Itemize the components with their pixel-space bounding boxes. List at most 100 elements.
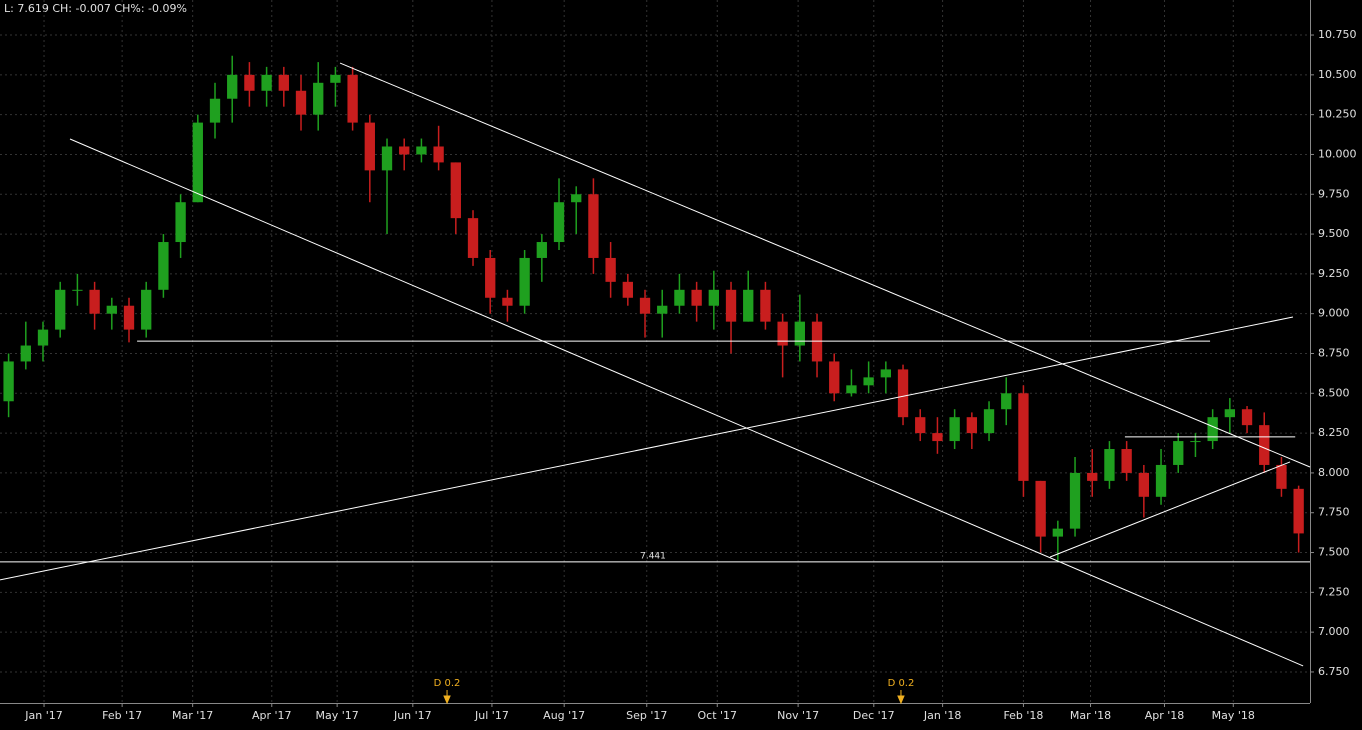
event-marker (443, 690, 451, 705)
candle-body (1155, 464, 1167, 497)
x-tick-label: Sep '17 (626, 709, 667, 722)
candle-body (622, 281, 633, 298)
x-tick-label: Apr '18 (1145, 709, 1185, 722)
y-tick-label: 7.750 (1318, 506, 1350, 519)
candle-body (1224, 409, 1236, 418)
candle-body (3, 361, 14, 402)
candle-body (227, 74, 238, 99)
x-tick-label: Feb '18 (1003, 709, 1043, 722)
x-tick-label: Apr '17 (252, 709, 292, 722)
candle-body (777, 321, 788, 346)
trend-line (69, 138, 1304, 667)
candle-body (55, 289, 66, 330)
candle-body (571, 194, 582, 203)
candle-body (37, 329, 49, 346)
candle-body (966, 417, 977, 434)
candle-body (141, 289, 152, 330)
event-label: D 0.2 (434, 678, 461, 689)
candle-body (605, 257, 616, 282)
candle-body (1293, 488, 1304, 534)
candle-body (880, 369, 891, 378)
candle-body (106, 305, 117, 314)
x-tick-label: Jan '17 (24, 709, 62, 722)
y-tick-label: 7.250 (1318, 585, 1350, 598)
y-tick-label: 9.250 (1318, 267, 1350, 280)
candle-body (467, 218, 479, 258)
candle-body (416, 146, 427, 155)
candle-body (897, 369, 909, 418)
candle-body (244, 74, 255, 91)
candle-body (1001, 393, 1012, 410)
y-tick-label: 8.000 (1318, 466, 1350, 479)
candle-body (89, 289, 100, 314)
candle-body (330, 74, 341, 83)
horizontal-line-label: 7.441 (640, 551, 666, 561)
candle-body (158, 242, 169, 290)
trend-line (0, 316, 1294, 581)
candle-body (209, 98, 221, 123)
trend-line (1049, 461, 1291, 558)
candle-body (381, 146, 393, 171)
candle-body (450, 162, 461, 219)
candle-body (725, 289, 737, 322)
candle-body (794, 321, 805, 346)
candle-body (295, 90, 307, 115)
candle-body (1259, 425, 1270, 465)
candle-body (863, 377, 874, 386)
candle-body (261, 74, 272, 91)
candle-body (313, 82, 324, 115)
x-tick-label: Nov '17 (777, 709, 819, 722)
candle-body (364, 122, 375, 171)
y-tick-label: 7.500 (1318, 546, 1350, 559)
candle-body (20, 345, 31, 362)
y-tick-label: 8.250 (1318, 426, 1350, 439)
candle-body (1035, 480, 1046, 537)
candle-body (278, 74, 289, 91)
y-tick-label: 8.750 (1318, 346, 1350, 359)
candle-body (347, 74, 358, 123)
candle-body (553, 202, 565, 243)
x-tick-label: Mar '17 (172, 709, 213, 722)
y-tick-label: 6.750 (1318, 665, 1350, 678)
x-tick-label: May '17 (315, 709, 358, 722)
event-marker (897, 690, 905, 705)
candle-body (743, 289, 754, 322)
candle-body (519, 257, 530, 306)
candle-body (536, 242, 547, 258)
candle-body (708, 289, 719, 306)
y-tick-label: 9.500 (1318, 227, 1350, 240)
x-tick-label: Feb '17 (102, 709, 142, 722)
candle-body (760, 289, 771, 322)
candle-body (192, 122, 203, 203)
candle-body (691, 289, 702, 306)
candle-body (399, 146, 410, 155)
candle-body (1104, 449, 1115, 481)
candle-body (1241, 409, 1253, 426)
candle-body (1018, 393, 1029, 481)
y-tick-label: 9.000 (1318, 307, 1350, 320)
trend-line (339, 62, 1311, 468)
candle-body (1276, 464, 1287, 489)
candle-body (949, 417, 960, 442)
candle-body (846, 385, 857, 394)
x-tick-label: Jul '17 (474, 709, 509, 722)
x-tick-label: Mar '18 (1070, 709, 1111, 722)
event-label: D 0.2 (888, 678, 915, 689)
candle-body (674, 289, 685, 306)
candle-body (1173, 441, 1184, 465)
candle-body (433, 146, 444, 163)
candle-body (1121, 449, 1132, 473)
candle-body (657, 305, 668, 314)
y-tick-label: 10.000 (1318, 147, 1357, 160)
y-tick-label: 8.500 (1318, 386, 1350, 399)
candle-body (502, 297, 513, 306)
header: L: 7.619 CH: -0.007 CH%: -0.09% (4, 2, 187, 15)
y-tick-label: 9.750 (1318, 187, 1350, 200)
x-tick-label: Oct '17 (697, 709, 737, 722)
candle-body (639, 297, 651, 314)
candle-body (1069, 472, 1081, 529)
candle-body (485, 257, 496, 298)
candle-body (123, 305, 135, 330)
